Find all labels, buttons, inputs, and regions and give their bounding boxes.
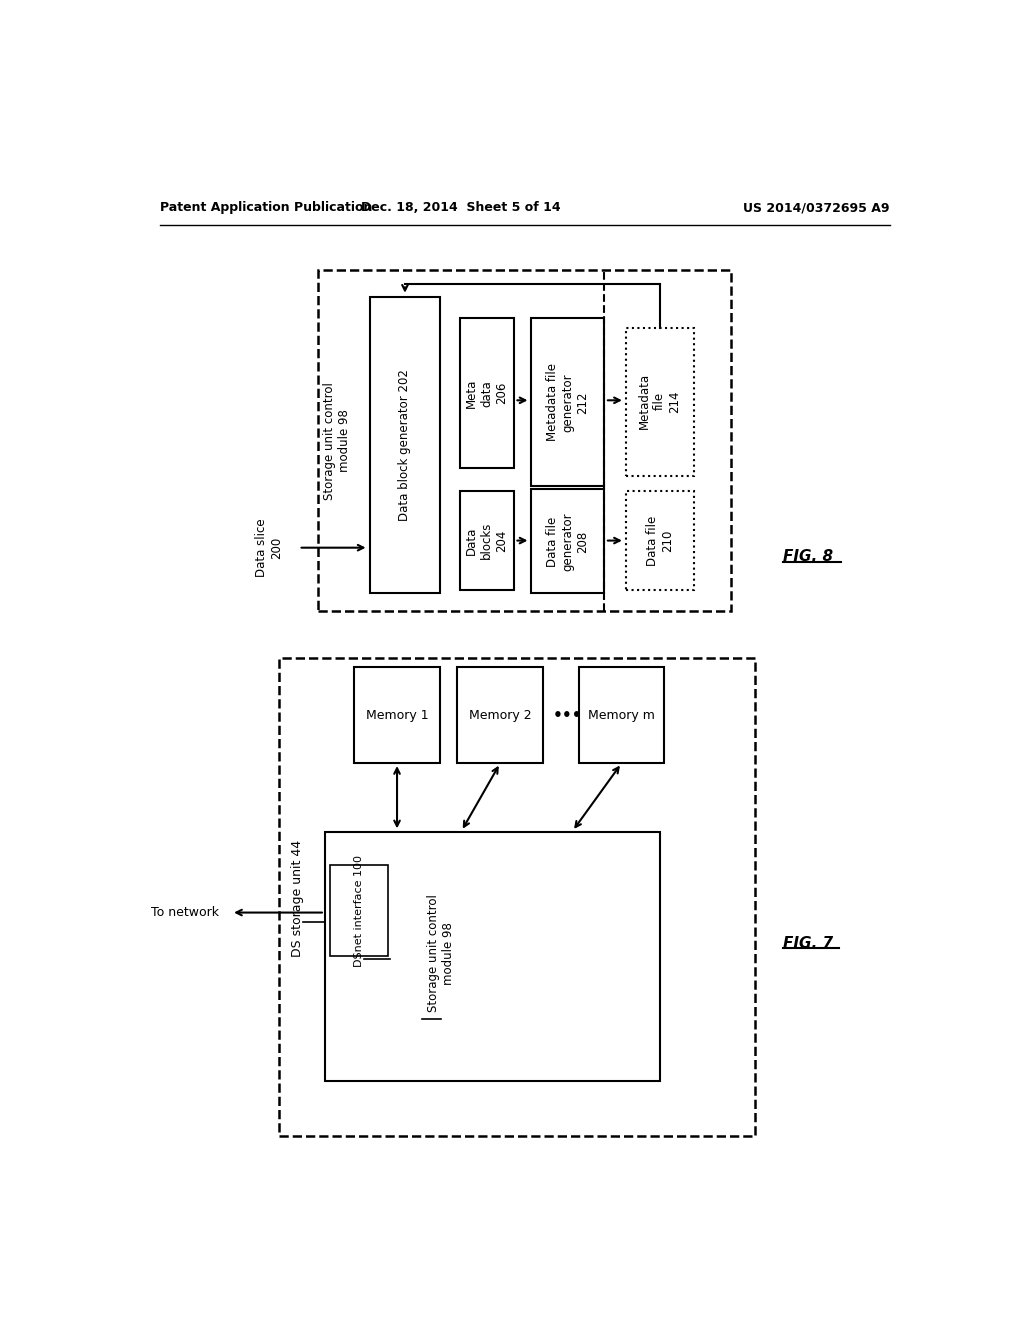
FancyBboxPatch shape (460, 491, 514, 590)
FancyBboxPatch shape (325, 833, 659, 1081)
FancyBboxPatch shape (531, 318, 604, 486)
Text: FIG. 8: FIG. 8 (782, 549, 833, 565)
Text: Data block generator 202: Data block generator 202 (398, 370, 412, 521)
Text: Meta
data
206: Meta data 206 (465, 379, 508, 408)
Text: US 2014/0372695 A9: US 2014/0372695 A9 (743, 202, 890, 214)
FancyBboxPatch shape (458, 667, 543, 763)
Text: Patent Application Publication: Patent Application Publication (160, 202, 372, 214)
Text: Storage unit control
module 98: Storage unit control module 98 (427, 894, 456, 1012)
Text: Data file
generator
208: Data file generator 208 (546, 512, 589, 570)
FancyBboxPatch shape (627, 491, 694, 590)
FancyBboxPatch shape (627, 329, 694, 475)
Text: Data
blocks
204: Data blocks 204 (465, 521, 508, 560)
FancyBboxPatch shape (370, 297, 440, 594)
FancyBboxPatch shape (331, 865, 387, 956)
FancyBboxPatch shape (354, 667, 440, 763)
Text: Metadata
file
214: Metadata file 214 (638, 374, 681, 429)
Text: To network: To network (152, 906, 219, 919)
Text: •••: ••• (553, 708, 583, 723)
FancyBboxPatch shape (579, 667, 665, 763)
Text: Memory m: Memory m (588, 709, 655, 722)
FancyBboxPatch shape (460, 318, 514, 469)
Text: Data file
210: Data file 210 (646, 515, 674, 566)
FancyBboxPatch shape (531, 488, 604, 594)
Text: Metadata file
generator
212: Metadata file generator 212 (546, 363, 589, 441)
Text: Dec. 18, 2014  Sheet 5 of 14: Dec. 18, 2014 Sheet 5 of 14 (361, 202, 561, 214)
Text: Data slice
200: Data slice 200 (255, 519, 284, 577)
Text: DSnet interface 100: DSnet interface 100 (354, 854, 364, 966)
Text: Memory 2: Memory 2 (469, 709, 531, 722)
Text: FIG. 7: FIG. 7 (782, 936, 833, 950)
Text: Memory 1: Memory 1 (366, 709, 428, 722)
Text: Storage unit control
module 98: Storage unit control module 98 (323, 381, 350, 500)
Text: DS storage unit 44: DS storage unit 44 (292, 840, 304, 957)
